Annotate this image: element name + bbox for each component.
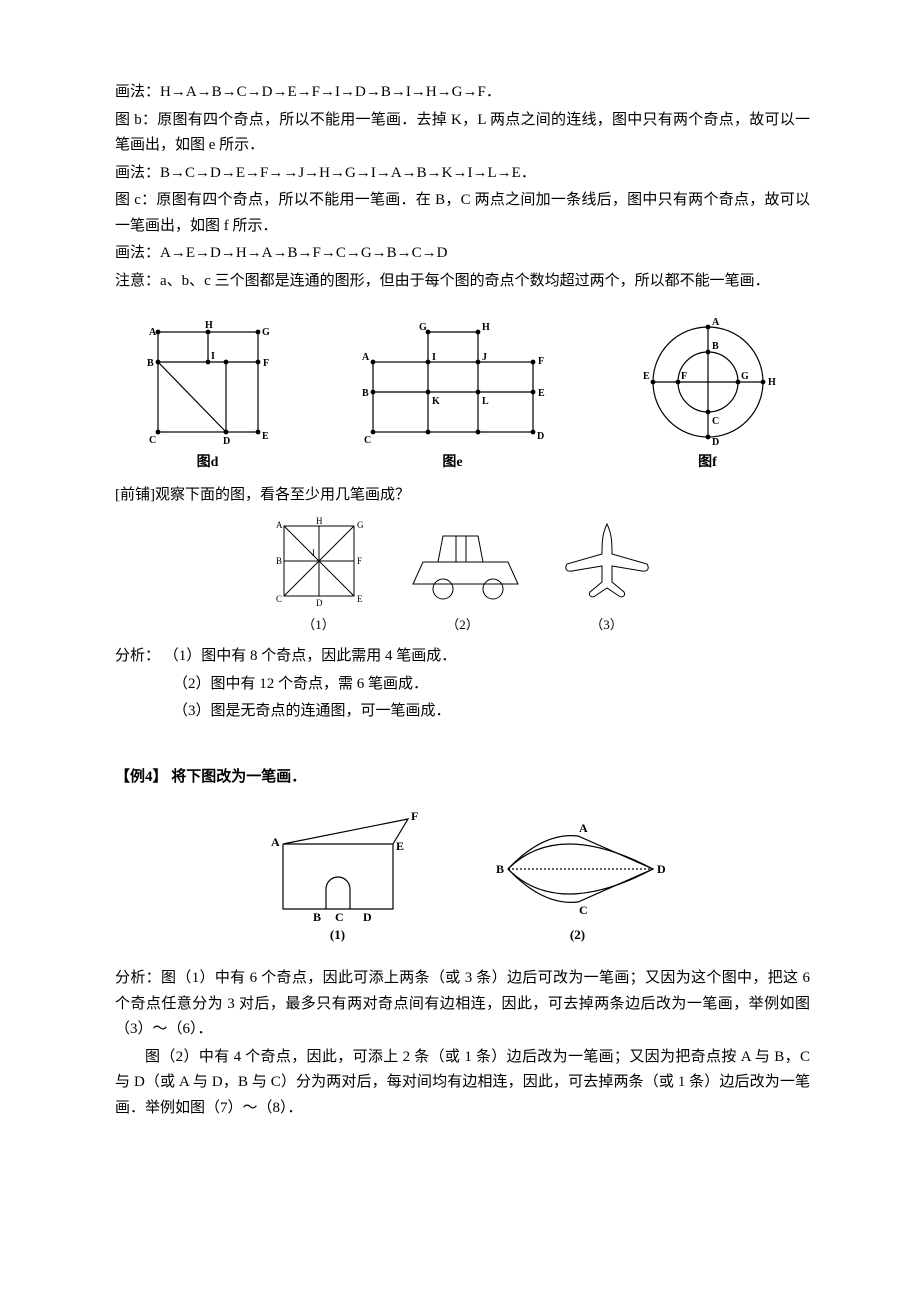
analysis-line-1: 分析： （1）图中有 8 个奇点，因此需用 4 笔画成．	[115, 644, 810, 670]
example4-title: 【例4】 将下图改为一笔画．	[115, 765, 810, 791]
vertex-d-B: B	[147, 358, 154, 369]
svg-q3	[552, 514, 662, 614]
vertex-q1-B: B	[276, 556, 282, 566]
vertex-e-B: B	[362, 388, 369, 399]
paragraph-3: 画法：B→C→D→E→F→→J→H→G→I→A→B→K→I→L→E．	[115, 161, 810, 187]
vertex-f-H: H	[768, 377, 776, 388]
paragraph-1: 画法：H→A→B→C→D→E→F→I→D→B→I→H→G→F．	[115, 80, 810, 106]
vertex-e-L: L	[482, 396, 489, 407]
vertex-q1-I: I	[312, 548, 315, 558]
ex4-fig1: A E F B C D (1)	[253, 804, 423, 946]
caption-e: 图e	[442, 451, 462, 475]
vertex-f-C: C	[712, 416, 719, 427]
paragraph-5: 画法：A→E→D→H→A→B→F→C→G→B→C→D	[115, 241, 810, 267]
ex4-fig2: A B C D (2)	[483, 814, 673, 946]
vertex-e-H: H	[482, 322, 490, 333]
vertex-d-A: A	[149, 327, 157, 338]
vertex-f-G: G	[741, 371, 749, 382]
vertex-ex41-C: C	[335, 910, 344, 924]
svg-q1: A H G B I F C D E	[264, 514, 374, 614]
vertex-d-C: C	[149, 435, 156, 446]
vertex-e-J: J	[482, 352, 487, 363]
paragraph-6: 注意：a、b、c 三个图都是连通的图形，但由于每个图的奇点个数均超过两个，所以都…	[115, 269, 810, 295]
vertex-d-F: F	[263, 358, 269, 369]
vertex-e-K: K	[432, 396, 440, 407]
vertex-e-C: C	[364, 435, 371, 446]
analysis-line-3: （3）图是无奇点的连通图，可一笔画成．	[173, 699, 810, 725]
page: 画法：H→A→B→C→D→E→F→I→D→B→I→H→G→F． 图 b：原图有四…	[0, 0, 920, 1183]
qianpu-fig3: （3）	[552, 514, 662, 636]
vertex-ex41-E: E	[396, 839, 404, 853]
vertex-q1-H: H	[316, 516, 323, 526]
vertex-q1-F: F	[357, 556, 362, 566]
vertex-q1-G: G	[357, 520, 364, 530]
svg-d: A H G B I F C D E	[133, 317, 283, 447]
caption-f: 图f	[698, 451, 717, 475]
ex4-analysis-2: 图（2）中有 4 个奇点，因此，可添上 2 条（或 1 条）边后改为一笔画；又因…	[115, 1045, 810, 1122]
vertex-e-A: A	[362, 352, 370, 363]
qianpu-caption-2: （2）	[446, 614, 479, 636]
diagram-d: A H G B I F C D E 图d	[133, 317, 283, 475]
vertex-q1-A: A	[276, 520, 283, 530]
caption-d: 图d	[197, 451, 219, 475]
ex4-caption-1: (1)	[330, 924, 345, 946]
vertex-e-F: F	[538, 356, 544, 367]
vertex-ex42-D: D	[657, 862, 666, 876]
vertex-e-D: D	[537, 431, 544, 442]
paragraph-4: 图 c：原图有四个奇点，所以不能用一笔画．在 B，C 两点之间加一条线后，图中只…	[115, 188, 810, 239]
vertex-f-F: F	[681, 371, 687, 382]
vertex-d-I: I	[211, 351, 215, 362]
ex4-caption-2: (2)	[570, 924, 585, 946]
example4-diagrams: A E F B C D (1) A	[115, 804, 810, 946]
vertex-f-A: A	[712, 317, 720, 328]
vertex-ex41-F: F	[411, 809, 418, 823]
qianpu-fig2: （2）	[398, 514, 528, 636]
vertex-ex42-B: B	[496, 862, 504, 876]
vertex-d-H: H	[205, 320, 213, 331]
diagram-e: G H A I J F B K L E C D 图e	[348, 317, 558, 475]
vertex-d-G: G	[262, 327, 270, 338]
analysis-text-1: （1）图中有 8 个奇点，因此需用 4 笔画成．	[164, 648, 457, 664]
svg-e: G H A I J F B K L E C D	[348, 317, 558, 447]
qianpu-question: [前铺]观察下面的图，看各至少用几笔画成？	[115, 483, 810, 509]
qianpu-analysis: 分析： （1）图中有 8 个奇点，因此需用 4 笔画成． （2）图中有 12 个…	[115, 644, 810, 725]
vertex-e-E: E	[538, 388, 545, 399]
analysis-line-2: （2）图中有 12 个奇点，需 6 笔画成．	[173, 672, 810, 698]
vertex-e-I: I	[432, 352, 436, 363]
vertex-f-B: B	[712, 341, 719, 352]
svg-q2	[398, 514, 528, 614]
paragraph-2: 图 b：原图有四个奇点，所以不能用一笔画．去掉 K，L 两点之间的连线，图中只有…	[115, 108, 810, 159]
diagram-f: A B C D E F G H 图f	[623, 312, 793, 475]
svg-f: A B C D E F G H	[623, 312, 793, 447]
vertex-q1-C: C	[276, 594, 282, 604]
vertex-e-G: G	[419, 322, 427, 333]
vertex-d-E: E	[262, 431, 269, 442]
qianpu-caption-3: （3）	[590, 614, 623, 636]
qianpu-fig1: A H G B I F C D E （1）	[264, 514, 374, 636]
vertex-d-D: D	[223, 436, 230, 447]
qianpu-caption-1: （1）	[302, 614, 335, 636]
vertex-ex41-D: D	[363, 910, 372, 924]
diagram-row-qianpu: A H G B I F C D E （1）	[115, 514, 810, 636]
ex4-analysis-1: 分析：图（1）中有 6 个奇点，因此可添上两条（或 3 条）边后可改为一笔画；又…	[115, 966, 810, 1043]
vertex-q1-E: E	[357, 594, 363, 604]
vertex-f-E: E	[643, 371, 650, 382]
vertex-q1-D: D	[316, 598, 323, 608]
analysis-label: 分析：	[115, 648, 160, 664]
vertex-f-D: D	[712, 437, 719, 447]
vertex-ex42-A: A	[579, 821, 588, 835]
vertex-ex41-B: B	[313, 910, 321, 924]
vertex-ex42-C: C	[579, 903, 588, 917]
vertex-ex41-A: A	[271, 835, 280, 849]
diagram-row-def: A H G B I F C D E 图d	[115, 312, 810, 475]
